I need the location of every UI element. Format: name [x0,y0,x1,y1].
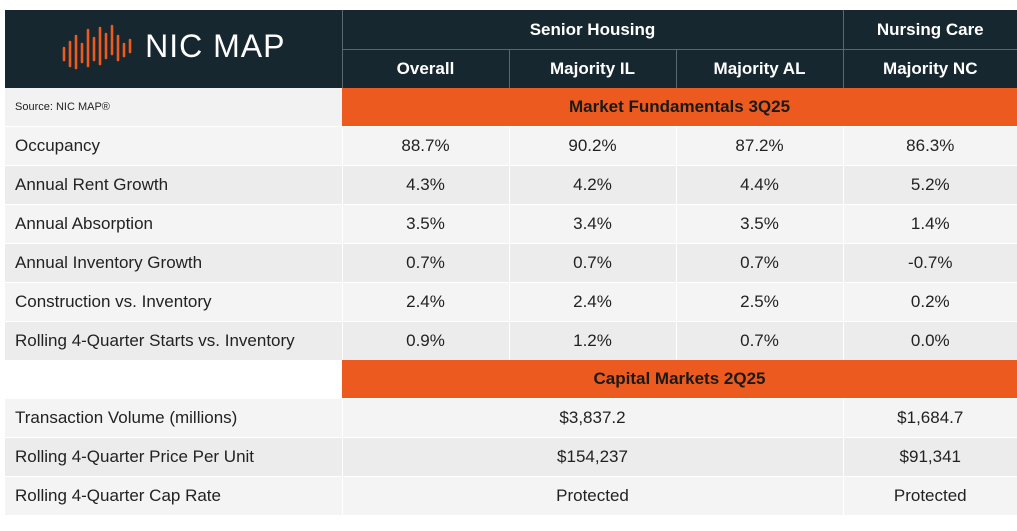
nic-map-logo: NIC MAP [61,24,285,70]
senior-housing-value-cell: Protected [341,476,844,515]
blank-cell [5,360,342,399]
table-row: Rolling 4-Quarter Starts vs. Inventory 0.… [5,321,1017,360]
data-table: NIC MAP Senior Housing Nursing Care Over… [5,10,1017,515]
table-row: Transaction Volume (millions) $3,837.2 $1,… [5,398,1017,438]
table-row: Annual Rent Growth 4.3% 4.2% 4.4% 5.2% [5,165,1017,205]
section-title: Capital Markets 2Q25 [342,360,1017,399]
column-header-overall: Overall [341,49,509,88]
column-header-majority-nc: Majority NC [842,49,1017,88]
table-row: Annual Absorption 3.5% 3.4% 3.5% 1.4% [5,204,1017,244]
group-header-senior-housing: Senior Housing [341,10,844,50]
table-row: Occupancy 88.7% 90.2% 87.2% 86.3% [5,126,1017,166]
value-cell: 86.3% [842,126,1017,166]
logo-cell: NIC MAP [5,10,342,88]
row-label: Rolling 4-Quarter Price Per Unit [5,437,342,477]
value-cell: 87.2% [675,126,844,166]
value-cell: 0.9% [341,321,509,360]
table-row: Construction vs. Inventory 2.4% 2.4% 2.5% 0.… [5,282,1017,322]
row-label: Annual Inventory Growth [5,243,342,283]
row-label: Occupancy [5,126,342,166]
row-label: Construction vs. Inventory [5,282,342,322]
value-cell: 1.4% [842,204,1017,244]
value-cell: 4.4% [675,165,844,205]
group-header-nursing-care: Nursing Care [842,10,1017,50]
senior-housing-value-cell: $154,237 [341,437,844,477]
value-cell: 2.4% [341,282,509,322]
column-header-majority-al: Majority AL [675,49,844,88]
logo-bars-icon [62,24,132,69]
nursing-care-value-cell: Protected [842,476,1017,515]
value-cell: 2.5% [675,282,844,322]
section-header-row: Capital Markets 2Q25 [5,360,1017,399]
column-header-majority-il: Majority IL [508,49,676,88]
value-cell: 0.7% [675,243,844,283]
value-cell: 3.5% [341,204,509,244]
nursing-care-value-cell: $1,684.7 [842,398,1017,438]
value-cell: 0.7% [341,243,509,283]
row-label: Rolling 4-Quarter Starts vs. Inventory [5,321,342,360]
section-title: Market Fundamentals 3Q25 [342,88,1017,127]
value-cell: 1.2% [508,321,676,360]
value-cell: 88.7% [341,126,509,166]
table-row: Rolling 4-Quarter Cap Rate Protected Prote… [5,476,1017,515]
nursing-care-value-cell: $91,341 [842,437,1017,477]
table-row: Rolling 4-Quarter Price Per Unit $154,237… [5,437,1017,477]
value-cell: 90.2% [508,126,676,166]
value-cell: 4.3% [341,165,509,205]
value-cell: 2.4% [508,282,676,322]
value-cell: 4.2% [508,165,676,205]
value-cell: 0.7% [508,243,676,283]
logo-text: NIC MAP [145,28,286,64]
value-cell: 3.4% [508,204,676,244]
value-cell: 5.2% [842,165,1017,205]
table-body: Source: NIC MAP® Market Fundamentals 3Q25… [5,88,1017,515]
value-cell: 0.0% [842,321,1017,360]
value-cell: 0.7% [675,321,844,360]
row-label: Annual Absorption [5,204,342,244]
value-cell: -0.7% [842,243,1017,283]
section-header-row: Source: NIC MAP® Market Fundamentals 3Q25 [5,88,1017,127]
row-label: Rolling 4-Quarter Cap Rate [5,476,342,515]
value-cell: 3.5% [675,204,844,244]
row-label: Annual Rent Growth [5,165,342,205]
row-label: Transaction Volume (millions) [5,398,342,438]
senior-housing-value-cell: $3,837.2 [341,398,844,438]
table-row: Annual Inventory Growth 0.7% 0.7% 0.7% -0.7% [5,243,1017,283]
value-cell: 0.2% [842,282,1017,322]
source-note: Source: NIC MAP® [5,88,342,127]
